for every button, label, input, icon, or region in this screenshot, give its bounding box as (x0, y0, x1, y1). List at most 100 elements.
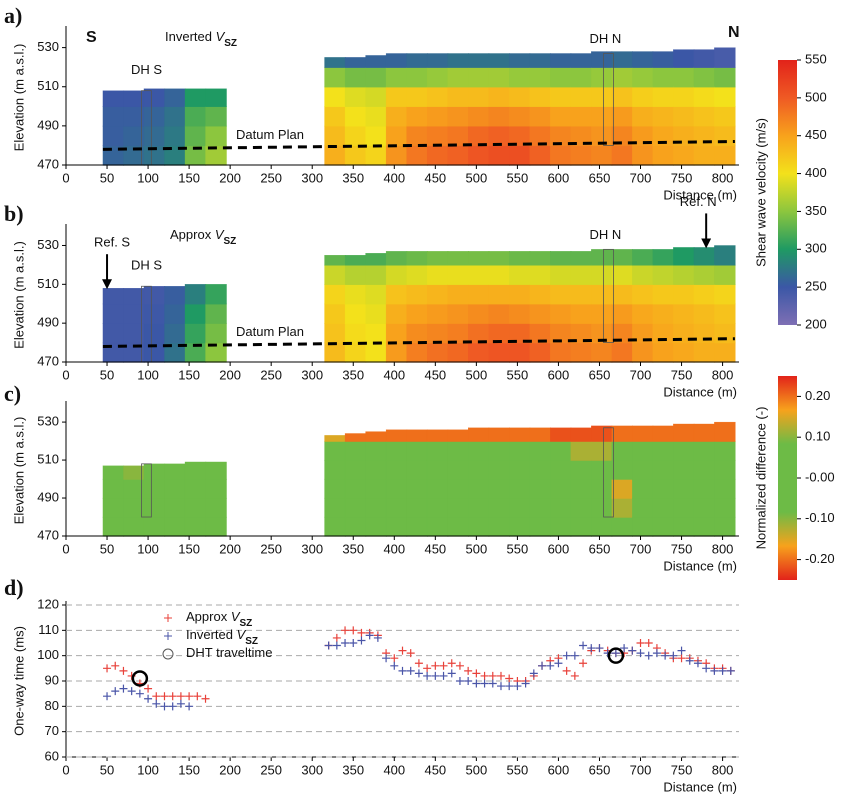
borehole (603, 427, 614, 518)
heat-cell (344, 303, 367, 324)
marker-plus (341, 626, 350, 635)
heat-cell (102, 516, 125, 537)
x-tick-label: 100 (137, 367, 159, 382)
heat-cell (143, 106, 166, 127)
heat-cell (344, 264, 367, 285)
colorbar-tick-label: 450 (805, 127, 827, 142)
marker-plus (414, 669, 423, 678)
heat-cell (184, 516, 207, 537)
x-tick-label: 150 (178, 170, 200, 185)
x-tick-label: 800 (712, 367, 734, 382)
heat-cell (611, 264, 633, 285)
marker-plus (702, 664, 711, 673)
heat-cell (591, 459, 613, 480)
heat-cell (591, 497, 613, 518)
marker-plus (349, 639, 358, 647)
colorbar-tick-label: 500 (805, 89, 827, 104)
heat-cell (652, 249, 674, 266)
marker-plus (373, 633, 382, 642)
colorbar-tick-label: -0.20 (805, 551, 835, 566)
colorbar-label: Normalized difference (-) (753, 407, 768, 550)
heat-cell (714, 47, 736, 68)
heat-cell (488, 251, 510, 266)
heat-cell (468, 264, 490, 285)
heat-cell (164, 497, 186, 518)
heat-cell (344, 106, 367, 127)
heat-cell (509, 284, 531, 305)
legend-label-part: DHT traveltime (186, 645, 272, 660)
marker-plus (636, 639, 645, 647)
x-tick-label: 150 (178, 367, 200, 382)
heat-cell (693, 145, 716, 166)
marker-plus (513, 682, 522, 691)
x-tick-label: 450 (424, 541, 446, 556)
heat-cell (447, 303, 469, 324)
heat-cell (693, 284, 716, 305)
heat-cell (426, 264, 449, 285)
marker-plus (423, 664, 432, 673)
heat-cell (447, 106, 469, 127)
marker-plus (685, 656, 694, 665)
marker-plus (406, 666, 415, 675)
heat-cell (488, 284, 510, 305)
heat-cell (344, 255, 367, 266)
heat-cell (611, 459, 633, 480)
legend-marker (164, 632, 172, 640)
heat-cell (406, 106, 428, 127)
heat-cell (447, 459, 469, 480)
heat-cell (611, 86, 633, 107)
heat-cell (365, 303, 387, 324)
x-tick-label: 600 (548, 170, 570, 185)
x-tick-label: 300 (301, 762, 323, 777)
y-tick-label: 490 (37, 117, 59, 132)
y-axis-label: One-way time (ms) (11, 626, 26, 736)
heat-cell (611, 284, 633, 305)
heat-cell (550, 497, 572, 518)
heat-cell (102, 288, 125, 305)
heat-cell (324, 478, 346, 499)
heat-cell (652, 425, 674, 442)
x-tick-label: 800 (712, 170, 734, 185)
heat-cell (447, 440, 469, 461)
heat-cell (570, 145, 592, 166)
heat-cell (591, 516, 613, 537)
heat-cell (365, 67, 387, 88)
colorbar-tick-label: 200 (805, 316, 827, 331)
heat-cell (468, 459, 490, 480)
heat-cell (652, 264, 674, 285)
heat-cell (143, 478, 166, 499)
y-tick-label: 110 (38, 622, 59, 637)
heat-cell (164, 286, 186, 305)
heat-cell (632, 86, 654, 107)
marker-plus (111, 687, 120, 696)
x-tick-label: 300 (301, 541, 323, 556)
heat-cell (447, 251, 469, 266)
marker-plus (176, 692, 185, 701)
heat-cell (591, 67, 613, 88)
legend-marker (164, 614, 172, 622)
marker-plus (160, 692, 169, 701)
heat-cell (673, 303, 695, 324)
heat-cell (468, 516, 490, 537)
heat-cell (468, 284, 490, 305)
datum-line (102, 140, 735, 151)
heat-cell (385, 497, 408, 518)
heat-cell (468, 125, 490, 147)
marker-circle (131, 670, 149, 687)
heat-cell (324, 264, 346, 285)
heat-cell (529, 427, 551, 442)
heat-cell (406, 284, 428, 305)
marker-plus (496, 682, 505, 691)
heat-cell (488, 125, 510, 147)
heat-cell (365, 516, 387, 537)
heat-cell (143, 516, 166, 537)
x-tick-label: 350 (342, 170, 364, 185)
marker-plus (185, 702, 194, 711)
heat-cell (632, 459, 654, 480)
marker-plus (103, 664, 112, 673)
marker-plus (505, 682, 514, 691)
legend-label: Approx VSZ (186, 609, 252, 629)
heat-cell (591, 342, 613, 363)
heat-cell (488, 459, 510, 480)
